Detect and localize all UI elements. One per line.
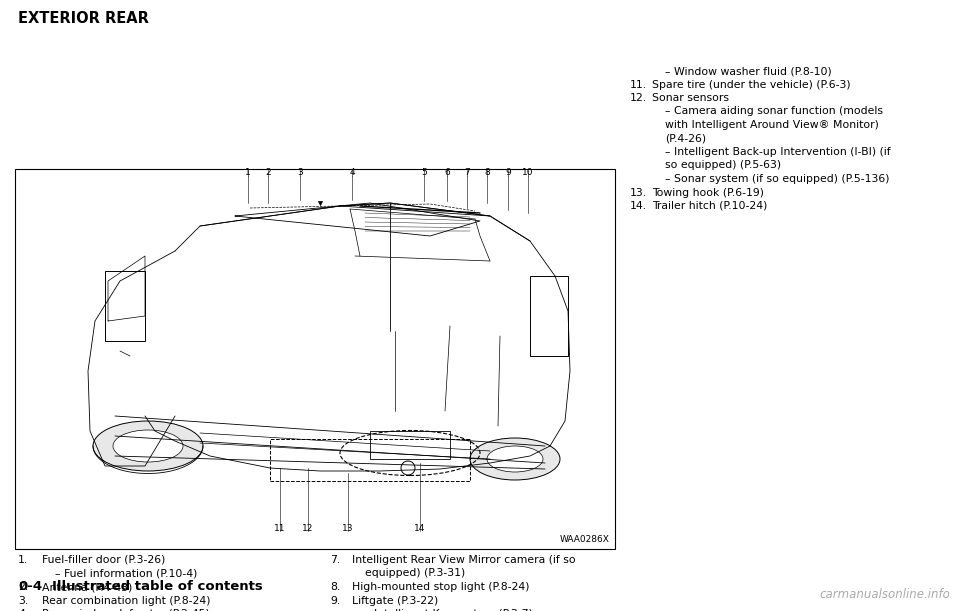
Text: – Intelligent Key system (P.3-7): – Intelligent Key system (P.3-7) <box>365 609 533 611</box>
Bar <box>105 271 145 341</box>
Text: 12: 12 <box>302 524 314 533</box>
Ellipse shape <box>487 446 543 472</box>
Text: Liftgate (P.3-22): Liftgate (P.3-22) <box>352 596 439 606</box>
Text: – Sonar system (if so equipped) (P.5-136): – Sonar system (if so equipped) (P.5-136… <box>665 174 890 184</box>
Bar <box>15 169 615 549</box>
Text: 11.: 11. <box>630 79 647 89</box>
Text: 11: 11 <box>275 524 286 533</box>
Text: 3: 3 <box>298 168 302 177</box>
Text: Trailer hitch (P.10-24): Trailer hitch (P.10-24) <box>652 201 767 211</box>
Text: 4: 4 <box>349 168 355 177</box>
Text: 12.: 12. <box>630 93 647 103</box>
Text: 4.: 4. <box>18 609 28 611</box>
Text: Illustrated table of contents: Illustrated table of contents <box>52 580 263 593</box>
Text: – Fuel information (P.10-4): – Fuel information (P.10-4) <box>55 568 198 579</box>
Text: WAA0286X: WAA0286X <box>560 535 610 544</box>
Text: 10: 10 <box>522 168 534 177</box>
Text: Rear window defroster (P.2-45): Rear window defroster (P.2-45) <box>42 609 209 611</box>
Bar <box>270 439 470 481</box>
Text: 1.: 1. <box>18 555 28 565</box>
Text: 1: 1 <box>245 168 251 177</box>
Text: Intelligent Rear View Mirror camera (if so: Intelligent Rear View Mirror camera (if … <box>352 555 576 565</box>
Text: 3.: 3. <box>18 596 28 606</box>
Text: High-mounted stop light (P.8-24): High-mounted stop light (P.8-24) <box>352 582 530 592</box>
Text: 5: 5 <box>421 168 427 177</box>
Text: 13: 13 <box>343 524 353 533</box>
Text: 9: 9 <box>505 168 511 177</box>
Ellipse shape <box>113 430 183 462</box>
Ellipse shape <box>93 421 203 471</box>
Text: 6: 6 <box>444 168 450 177</box>
Text: 14: 14 <box>415 524 425 533</box>
Bar <box>370 431 450 459</box>
Text: equipped) (P.3-31): equipped) (P.3-31) <box>365 568 466 579</box>
Text: – Window washer fluid (P.8-10): – Window washer fluid (P.8-10) <box>665 66 831 76</box>
Text: Sonar sensors: Sonar sensors <box>652 93 729 103</box>
Text: 9.: 9. <box>330 596 340 606</box>
Text: with Intelligent Around View® Monitor): with Intelligent Around View® Monitor) <box>665 120 878 130</box>
Text: carmanualsonline.info: carmanualsonline.info <box>819 588 950 601</box>
Text: – Camera aiding sonar function (models: – Camera aiding sonar function (models <box>665 106 883 117</box>
Text: Rear combination light (P.8-24): Rear combination light (P.8-24) <box>42 596 210 606</box>
Text: – Intelligent Back-up Intervention (I-BI) (if: – Intelligent Back-up Intervention (I-BI… <box>665 147 891 157</box>
Text: Antenna (P.4-43): Antenna (P.4-43) <box>42 582 132 592</box>
Text: Fuel-filler door (P.3-26): Fuel-filler door (P.3-26) <box>42 555 165 565</box>
Text: 2.: 2. <box>18 582 28 592</box>
Text: 7: 7 <box>464 168 469 177</box>
Text: 8.: 8. <box>330 582 340 592</box>
Ellipse shape <box>470 438 560 480</box>
Text: Spare tire (under the vehicle) (P.6-3): Spare tire (under the vehicle) (P.6-3) <box>652 79 851 89</box>
Text: 13.: 13. <box>630 188 647 197</box>
Text: 0-4: 0-4 <box>18 580 42 593</box>
Text: 2: 2 <box>265 168 271 177</box>
Text: so equipped) (P.5-63): so equipped) (P.5-63) <box>665 161 781 170</box>
Text: Towing hook (P.6-19): Towing hook (P.6-19) <box>652 188 764 197</box>
Text: 8: 8 <box>484 168 490 177</box>
Text: 14.: 14. <box>630 201 647 211</box>
Text: 7.: 7. <box>330 555 340 565</box>
Text: (P.4-26): (P.4-26) <box>665 133 707 144</box>
Text: EXTERIOR REAR: EXTERIOR REAR <box>18 11 149 26</box>
Bar <box>530 276 568 356</box>
